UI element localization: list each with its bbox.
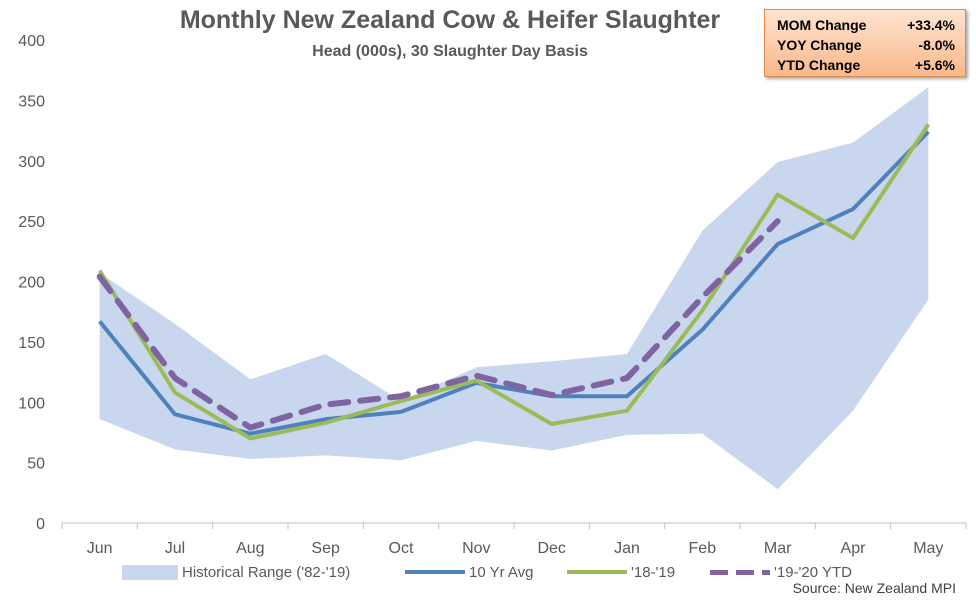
series-line-prior [97, 123, 930, 441]
legend-label: 10 Yr Avg [469, 563, 534, 581]
x-tick-label: Jan [614, 540, 640, 557]
stat-label: YOY Change [777, 37, 862, 53]
x-tick-label: May [913, 540, 943, 557]
x-tick-label: Jul [165, 540, 185, 557]
x-axis: Jun Jul Aug Sep Oct Nov Dec Jan Feb Mar Apr May [61, 522, 967, 557]
y-tick-label: 250 [18, 214, 45, 231]
x-tick-label: Aug [236, 540, 264, 557]
legend-item-ytd: '19-'20 YTD [710, 562, 852, 582]
y-tick-label: 350 [18, 93, 45, 110]
stat-row-mom: MOM Change +33.4% [777, 15, 955, 35]
legend-item-prior: '18-'19 [567, 562, 675, 582]
legend-label: Historical Range ('82-'19) [182, 563, 351, 581]
plot-area [96, 87, 930, 490]
legend-label: '19-'20 YTD [774, 563, 852, 581]
x-tick-label: Oct [389, 540, 414, 557]
y-tick-label: 200 [18, 275, 45, 292]
y-tick-label: 0 [36, 516, 45, 533]
x-tick-label: Mar [764, 540, 792, 557]
x-tick-label: Dec [537, 540, 565, 557]
legend-item-avg: 10 Yr Avg [405, 562, 534, 582]
x-tick-label: Nov [462, 540, 490, 557]
legend-swatch-ytd [710, 569, 770, 575]
x-tick-label: Jun [87, 540, 113, 557]
x-tick-label: Sep [311, 540, 340, 557]
y-axis: 0 50 100 150 200 250 300 350 400 [18, 33, 45, 533]
stat-value: +5.6% [914, 57, 955, 73]
y-tick-label: 100 [18, 395, 45, 412]
stats-box: MOM Change +33.4% YOY Change -8.0% YTD C… [764, 9, 966, 77]
y-tick-label: 400 [18, 33, 45, 50]
source-note: Source: New Zealand MPI [792, 580, 956, 596]
chart-subtitle: Head (000s), 30 Slaughter Day Basis [312, 43, 588, 60]
y-tick-label: 300 [18, 154, 45, 171]
range-band [99, 87, 929, 490]
x-tick-label: Apr [841, 540, 867, 557]
legend-swatch-range [122, 564, 178, 580]
stat-label: YTD Change [777, 57, 861, 73]
x-tick-label: Feb [689, 540, 717, 557]
legend-item-range: Historical Range ('82-'19) [122, 562, 350, 582]
chart-title: Monthly New Zealand Cow & Heifer Slaught… [179, 6, 721, 34]
stat-value: -8.0% [918, 37, 955, 53]
series-line-ytd [96, 218, 781, 431]
legend-swatch-prior [567, 570, 627, 574]
y-tick-label: 150 [18, 335, 45, 352]
legend-swatch-avg [405, 570, 465, 574]
legend-label: '18-'19 [631, 563, 676, 581]
y-tick-label: 50 [27, 456, 45, 473]
stat-row-yoy: YOY Change -8.0% [777, 35, 955, 55]
stat-value: +33.4% [907, 17, 955, 33]
stat-row-ytd: YTD Change +5.6% [777, 55, 955, 75]
stat-label: MOM Change [777, 17, 867, 33]
